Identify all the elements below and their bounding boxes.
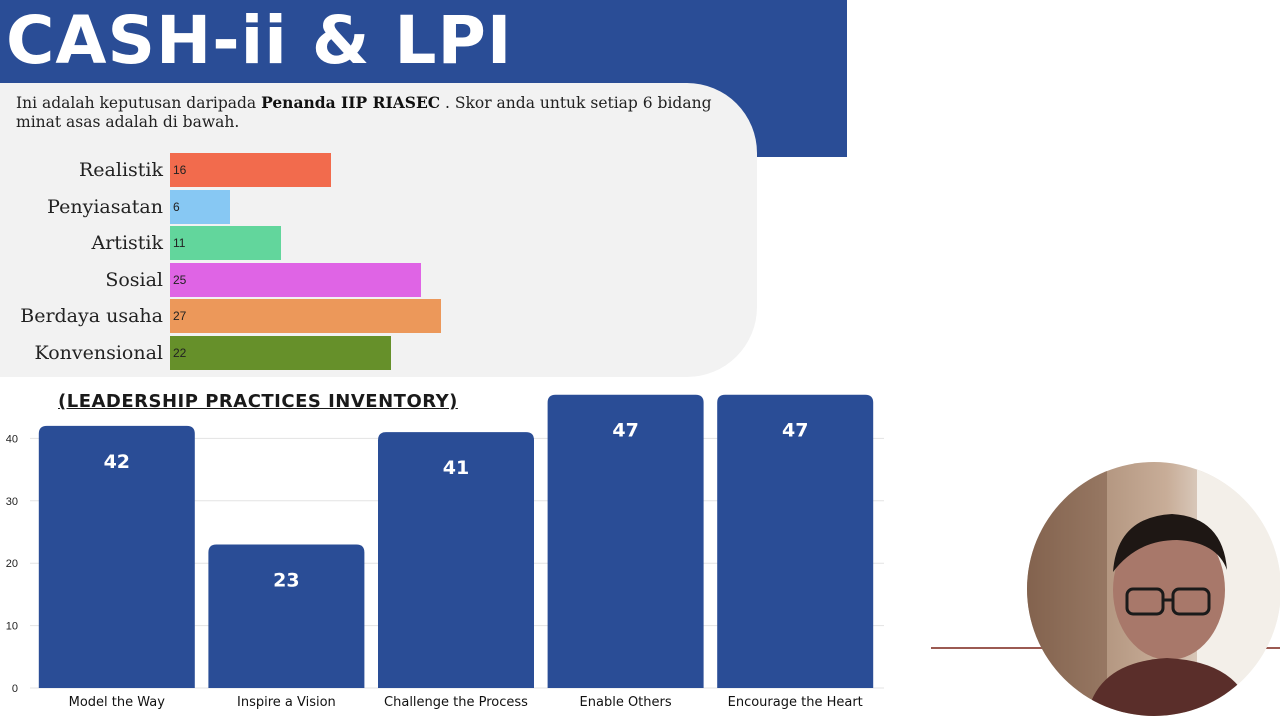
y-tick-label: 0 bbox=[12, 683, 18, 695]
riasec-label-artistik: Artistik bbox=[91, 232, 164, 254]
x-tick-label: Inspire a Vision bbox=[237, 695, 336, 710]
x-tick-label: Enable Others bbox=[580, 695, 672, 710]
riasec-value-realistik: 16 bbox=[173, 163, 187, 177]
riasec-value-konvensional: 22 bbox=[173, 345, 187, 360]
lpi-bar bbox=[208, 544, 365, 688]
intro-text-end: . Skor anda untuk setiap 6 bidang minat … bbox=[16, 94, 712, 131]
y-tick-label: 20 bbox=[6, 558, 18, 570]
riasec-label-sosial: Sosial bbox=[105, 268, 163, 291]
y-tick-label: 30 bbox=[6, 496, 18, 508]
person-icon bbox=[1027, 462, 1280, 716]
lpi-bar bbox=[38, 425, 195, 688]
riasec-label-penyiasatan: Penyiasatan bbox=[47, 195, 163, 218]
riasec-value-sosial: 25 bbox=[173, 272, 187, 287]
intro-text-start: Ini adalah keputusan daripada bbox=[16, 94, 262, 112]
lpi-bar-value: 41 bbox=[443, 457, 469, 479]
riasec-bar-penyiasatan bbox=[170, 189, 231, 224]
lpi-bar bbox=[378, 432, 534, 688]
riasec-label-berdaya-usaha: Berdaya usaha bbox=[20, 305, 163, 327]
riasec-bar-realistik bbox=[170, 153, 331, 187]
lpi-bar-value: 42 bbox=[104, 451, 130, 473]
riasec-label-realistik: Realistik bbox=[78, 159, 163, 181]
y-tick-label: 10 bbox=[6, 621, 18, 633]
y-tick-label: 40 bbox=[6, 433, 18, 445]
riasec-bar-artistik bbox=[170, 226, 281, 260]
lpi-chart-title: (LEADERSHIP PRACTICES INVENTORY) bbox=[58, 391, 458, 412]
riasec-intro: Ini adalah keputusan daripada Penanda II… bbox=[16, 93, 746, 132]
lpi-bar-value: 23 bbox=[273, 569, 299, 591]
riasec-bar-konvensional bbox=[170, 335, 392, 370]
lpi-bar bbox=[547, 394, 704, 688]
x-tick-label: Challenge the Process bbox=[384, 695, 528, 710]
x-tick-label: Model the Way bbox=[69, 695, 166, 710]
lpi-bar-value: 47 bbox=[612, 420, 638, 442]
intro-bold-text: Penanda IIP RIASEC bbox=[261, 93, 441, 112]
riasec-value-berdaya-usaha: 27 bbox=[173, 309, 187, 323]
riasec-label-konvensional: Konvensional bbox=[34, 341, 163, 364]
slide-title: CASH-ii & LPI bbox=[6, 2, 513, 79]
lpi-bar bbox=[717, 394, 874, 688]
riasec-panel: Ini adalah keputusan daripada Penanda II… bbox=[0, 83, 757, 377]
lpi-bar-chart: 0 10 20 30 40 42 Model the Way 23 Inspire a Visi… bbox=[6, 394, 884, 710]
riasec-value-artistik: 11 bbox=[173, 236, 186, 250]
lpi-bar-value: 47 bbox=[782, 420, 808, 442]
webcam-overlay bbox=[1027, 462, 1280, 716]
riasec-value-penyiasatan: 6 bbox=[173, 199, 180, 214]
riasec-bar-sosial bbox=[170, 262, 422, 297]
riasec-bar-berdaya-usaha bbox=[170, 299, 442, 333]
x-tick-label: Encourage the Heart bbox=[728, 695, 863, 710]
